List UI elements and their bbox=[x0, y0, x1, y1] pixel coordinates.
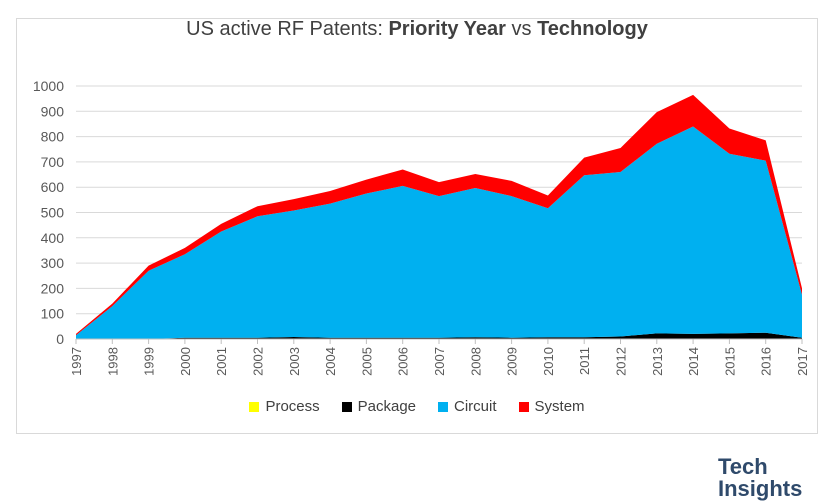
brand-line-1: Tech bbox=[718, 454, 768, 479]
legend-label-process: Process bbox=[265, 398, 320, 415]
legend-item-circuit: Circuit bbox=[438, 398, 497, 415]
y-tick-label-800: 800 bbox=[41, 129, 65, 145]
title-prefix: US active RF Patents: bbox=[186, 18, 389, 40]
legend-swatch-package bbox=[341, 401, 352, 412]
legend-label-package: Package bbox=[357, 398, 417, 415]
legend-swatch-circuit bbox=[438, 401, 449, 412]
x-tick-label-2003: 2003 bbox=[287, 347, 302, 376]
x-tick-label-2007: 2007 bbox=[432, 347, 447, 376]
series-area-system bbox=[76, 94, 802, 336]
legend-swatch-process bbox=[249, 401, 260, 412]
x-tick-label-2011: 2011 bbox=[577, 347, 592, 375]
x-tick-label-2004: 2004 bbox=[323, 347, 338, 376]
y-tick-label-600: 600 bbox=[41, 179, 65, 195]
series-area-circuit bbox=[76, 126, 802, 339]
y-tick-label-400: 400 bbox=[41, 230, 65, 246]
brand-line-2: Insights bbox=[718, 476, 803, 501]
y-tick-label-500: 500 bbox=[41, 205, 65, 221]
legend-label-circuit: Circuit bbox=[454, 398, 497, 415]
chart-legend: Process Package Circuit System bbox=[0, 398, 834, 415]
legend-swatch-system bbox=[518, 401, 529, 412]
x-tick-label-2002: 2002 bbox=[251, 347, 266, 376]
legend-item-system: System bbox=[518, 398, 585, 415]
legend-item-package: Package bbox=[341, 398, 417, 415]
x-tick-label-2000: 2000 bbox=[178, 347, 193, 376]
brand-logo: Tech Insights bbox=[706, 452, 818, 501]
x-tick-label-2013: 2013 bbox=[650, 347, 665, 376]
x-tick-label-2017: 2017 bbox=[795, 347, 810, 376]
x-tick-label-1998: 1998 bbox=[105, 347, 120, 376]
y-tick-label-300: 300 bbox=[41, 255, 65, 271]
x-tick-label-2001: 2001 bbox=[214, 347, 229, 376]
x-tick-label-2014: 2014 bbox=[686, 347, 701, 376]
y-tick-label-100: 100 bbox=[41, 306, 65, 322]
y-tick-label-0: 0 bbox=[56, 331, 64, 347]
chart-title: US active RF Patents: Priority Year vs T… bbox=[0, 18, 834, 41]
series-area-package bbox=[76, 332, 802, 339]
y-tick-label-200: 200 bbox=[41, 280, 65, 296]
x-tick-label-2010: 2010 bbox=[541, 347, 556, 376]
x-tick-label-2012: 2012 bbox=[614, 347, 629, 376]
x-tick-label-1997: 1997 bbox=[69, 347, 84, 376]
legend-label-system: System bbox=[534, 398, 585, 415]
y-tick-label-1000: 1000 bbox=[33, 78, 64, 94]
x-tick-label-1999: 1999 bbox=[142, 347, 157, 376]
y-tick-label-900: 900 bbox=[41, 103, 65, 119]
x-tick-label-2005: 2005 bbox=[359, 347, 374, 376]
y-tick-label-700: 700 bbox=[41, 154, 65, 170]
x-tick-label-2016: 2016 bbox=[759, 347, 774, 376]
legend-item-process: Process bbox=[249, 398, 320, 415]
title-middle: vs bbox=[505, 18, 538, 40]
x-tick-label-2009: 2009 bbox=[505, 347, 520, 376]
x-tick-label-2008: 2008 bbox=[468, 347, 483, 376]
x-tick-label-2006: 2006 bbox=[396, 347, 411, 376]
title-bold-2: Technology bbox=[537, 18, 648, 40]
title-bold-1: Priority Year bbox=[388, 18, 506, 40]
x-tick-label-2015: 2015 bbox=[722, 347, 737, 376]
